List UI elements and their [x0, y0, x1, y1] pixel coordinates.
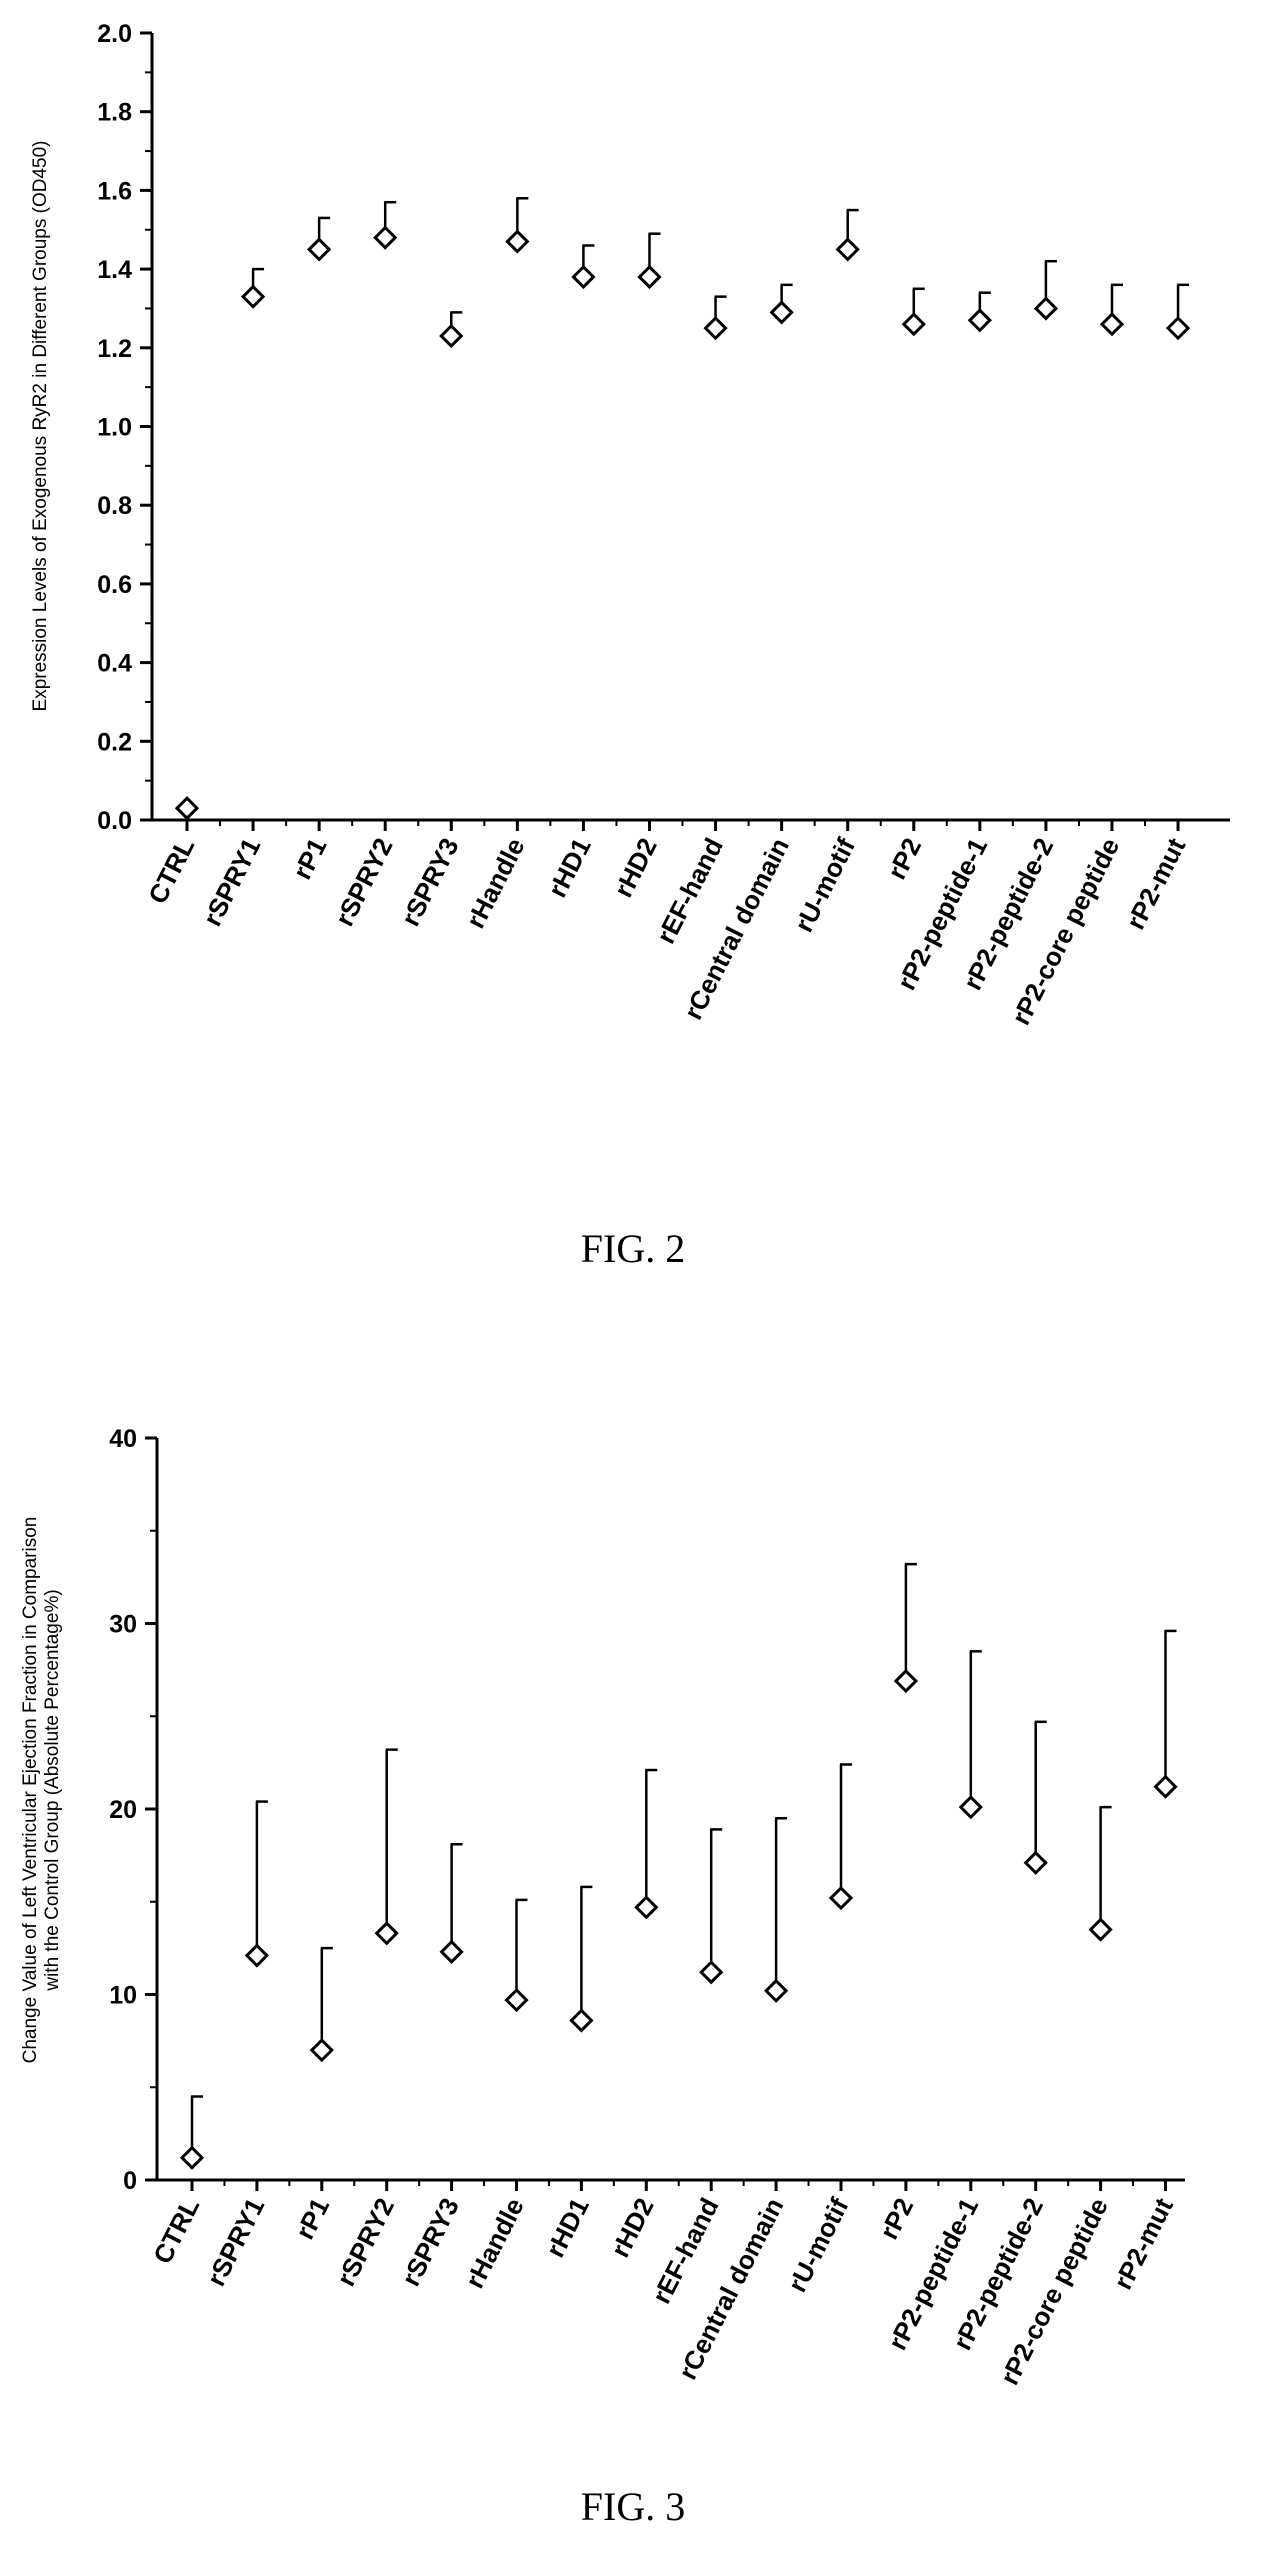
data-point	[174, 796, 200, 821]
data-point	[504, 1987, 529, 2013]
data-point	[1088, 1917, 1113, 1942]
y-tick-label: 30	[109, 1611, 137, 1639]
y-tick-label: 1.8	[97, 99, 132, 127]
data-point	[439, 323, 464, 349]
y-tick-label: 1.6	[97, 177, 132, 205]
y-tick-label: 0.2	[97, 728, 132, 756]
x-category-label: rP2-peptide-2	[947, 2193, 1049, 2355]
x-category-label: rCentral domain	[672, 2193, 789, 2384]
y-tick-label: 0.6	[97, 571, 132, 599]
data-point	[769, 300, 794, 325]
x-category-label: rSPRY3	[395, 833, 465, 931]
y-tick-label: 1.4	[97, 256, 132, 284]
data-point	[439, 1939, 464, 1964]
data-point	[309, 2038, 334, 2063]
y-axis-label-line2: with the Control Group (Absolute Percent…	[42, 1589, 63, 1991]
data-point	[505, 229, 530, 254]
y-tick-label: 1.0	[97, 414, 132, 442]
x-category-label: rP1	[287, 833, 333, 884]
x-category-label: CTRL	[142, 833, 200, 908]
fig2-caption: FIG. 2	[580, 1226, 686, 1271]
x-category-label: rP2-mut	[1108, 2193, 1179, 2294]
data-point	[634, 1895, 659, 1920]
x-category-label: rHD1	[542, 833, 597, 902]
y-axis-label-line1: Change Value of Left Ventricular Ejectio…	[20, 1517, 41, 2064]
data-point	[967, 308, 992, 333]
data-point	[374, 1921, 399, 1946]
x-category-label: rP2-peptide-1	[882, 2193, 984, 2355]
data-point	[699, 1960, 724, 1985]
x-category-label: rP2-core peptide	[994, 2193, 1114, 2389]
data-point	[637, 264, 662, 290]
data-point	[763, 1978, 789, 2003]
x-category-label: rHD2	[608, 833, 663, 902]
x-category-label: rU-motif	[788, 833, 861, 937]
x-category-label: rEF-hand	[646, 2193, 725, 2308]
x-category-label: rHandle	[460, 833, 531, 933]
x-category-label: rHandle	[459, 2193, 530, 2293]
x-category-label: rSPRY2	[329, 833, 399, 931]
x-category-label: rHD1	[540, 2193, 595, 2262]
x-category-label: rP1	[289, 2193, 335, 2244]
data-point	[1153, 1774, 1178, 1799]
y-tick-label: 10	[109, 1982, 137, 2010]
x-category-label: rU-motif	[782, 2193, 855, 2297]
y-axis-label: Expression Levels of Exogenous RyR2 in D…	[30, 141, 51, 712]
y-tick-label: 0.4	[97, 650, 132, 678]
data-point	[373, 225, 398, 250]
x-category-label: rP2	[881, 833, 927, 884]
data-point	[835, 237, 860, 262]
fig3-caption: FIG. 3	[580, 2484, 686, 2529]
x-category-label: rSPRY3	[395, 2193, 465, 2291]
y-tick-label: 40	[109, 1425, 137, 1453]
data-point	[179, 2145, 205, 2170]
data-point	[244, 1943, 270, 1968]
x-category-label: rSPRY1	[201, 2193, 271, 2291]
data-point	[828, 1885, 854, 1911]
data-point	[307, 237, 332, 262]
data-point	[703, 316, 728, 341]
data-point	[901, 312, 926, 337]
x-category-label: rSPRY2	[330, 2193, 400, 2291]
x-category-label: rP2-mut	[1120, 833, 1191, 934]
y-tick-label: 1.2	[97, 335, 132, 363]
data-point	[1033, 296, 1059, 321]
y-tick-label: 0.8	[97, 492, 132, 520]
y-tick-label: 2.0	[97, 20, 132, 48]
y-tick-label: 0	[123, 2167, 137, 2195]
data-point	[571, 264, 596, 290]
data-point	[1099, 312, 1125, 337]
expression-chart: 0.00.20.40.60.81.01.21.41.61.82.0CTRLrSP…	[30, 20, 1230, 1030]
data-point	[1023, 1850, 1048, 1875]
x-category-label: CTRL	[147, 2193, 205, 2268]
x-category-label: rP2	[873, 2193, 919, 2244]
y-tick-label: 20	[109, 1796, 137, 1824]
data-point	[893, 1668, 919, 1694]
y-tick-label: 0.0	[97, 807, 132, 835]
data-point	[958, 1795, 983, 1820]
x-category-label: rHD2	[605, 2193, 660, 2262]
data-point	[240, 284, 266, 309]
data-point	[1165, 316, 1191, 341]
data-point	[569, 2008, 594, 2033]
x-category-label: rEF-hand	[650, 833, 729, 948]
x-category-label: rSPRY1	[197, 833, 267, 931]
